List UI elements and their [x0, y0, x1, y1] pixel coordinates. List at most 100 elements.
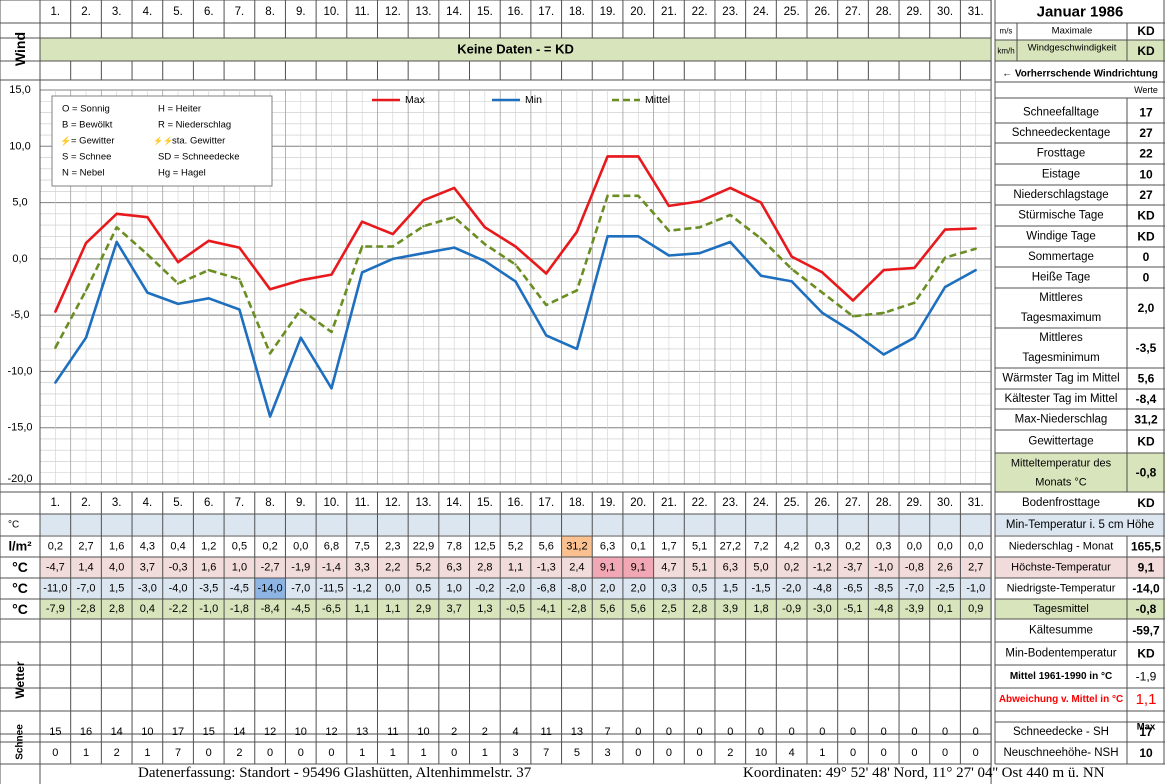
data-point-mittel [268, 352, 272, 355]
precip-cell: 12,5 [474, 541, 495, 553]
stat-label: Heiße Tage [1032, 272, 1091, 284]
new-snow-cell: 1 [83, 747, 89, 759]
stat-label: Max-Niederschlag [1015, 414, 1108, 426]
mean-temp-cell: 2,5 [661, 603, 676, 615]
data-point-max [483, 226, 487, 229]
new-snow-cell: 0 [881, 747, 887, 759]
data-point-mittel [330, 330, 333, 334]
precip-cell: 0,0 [907, 541, 922, 553]
data-point-mittel [54, 346, 57, 349]
new-snow-cell: 0 [635, 747, 641, 759]
new-snow-cell: 0 [52, 747, 58, 759]
mean-temp-cell: 1,8 [753, 603, 768, 615]
min-temp-cell: -2,0 [506, 583, 525, 595]
stat-label: Schneefalltage [1023, 107, 1099, 119]
table-stat-label: Tagesmittel [1033, 603, 1089, 615]
mean-temp-cell: 3,9 [723, 603, 738, 615]
stat-value: 27 [1139, 126, 1153, 140]
data-point-mittel [790, 267, 793, 271]
precip-cell: 31,2 [566, 541, 587, 553]
wetter-stat-label: Abweichung v. Mittel in °C [999, 694, 1123, 705]
day-header-top: 26. [814, 6, 830, 18]
day-header-top: 31. [968, 6, 984, 18]
min-temp-cell: -1,0 [966, 583, 985, 595]
day-header-top: 25. [784, 6, 800, 18]
wind-banner [40, 38, 992, 61]
data-point-mittel [514, 263, 517, 266]
min-temp-cell: -1,2 [353, 583, 372, 595]
stat-label: Mitteltemperatur des [1011, 458, 1112, 470]
data-point-min [821, 311, 824, 315]
data-point-min [698, 252, 701, 255]
stat-max-bg [995, 557, 1165, 578]
min-temp-cell: 1,5 [109, 583, 124, 595]
data-point-max [84, 241, 88, 245]
snow-depth-cell: 13 [356, 726, 368, 738]
footer: Datenerfassung: Standort - 95496 Glashüt… [0, 764, 1165, 784]
snow-depth-cell: 0 [850, 726, 856, 738]
max-temp-cell: 1,6 [201, 562, 216, 574]
snow-depth-cell: 17 [172, 726, 184, 738]
precip-cell: 7,5 [354, 541, 369, 553]
max-temp-cell: 2,6 [937, 562, 952, 574]
wetter-stat-value: -59,7 [1132, 624, 1160, 638]
werte-label: Werte [1134, 85, 1158, 95]
data-point-mittel [299, 308, 302, 311]
precip-cell: 27,2 [720, 541, 741, 553]
data-point-max [913, 266, 916, 270]
unit-label-precip: l/m² [8, 539, 32, 554]
new-snow-cell: 1 [390, 747, 396, 759]
day-header-bottom: 17. [538, 497, 554, 509]
max-temp-cell: 4,7 [661, 562, 676, 574]
new-snow-cell: 0 [666, 747, 672, 759]
max-highlight-cell [592, 557, 623, 578]
unit-kmh: km/h [997, 47, 1014, 56]
min-temp-cell: -7,0 [905, 583, 924, 595]
day-header-top: 17. [538, 6, 554, 18]
max-temp-cell: -0,3 [169, 562, 188, 574]
unit-label: °C [12, 601, 28, 617]
mean-temp-cell: -3,9 [905, 603, 924, 615]
new-snow-cell: 0 [697, 747, 703, 759]
day-header-bottom: 19. [600, 497, 616, 509]
day-header-bottom: 16. [508, 497, 524, 509]
snow-depth-cell: 11 [387, 726, 398, 738]
stat-label: Stürmische Tage [1018, 210, 1103, 222]
table-stat-label: Min-Temperatur i. 5 cm Höhe [1006, 519, 1154, 531]
snow-depth-cell: 0 [789, 726, 795, 738]
weather-key-right: R = Niederschlag [158, 120, 231, 131]
mean-temp-cell: 2,9 [416, 603, 431, 615]
unit-ms: m/s [1000, 27, 1013, 36]
data-point-mittel [422, 225, 425, 228]
data-point-min [422, 252, 425, 255]
precip-cell: 2,3 [385, 541, 400, 553]
weather-key-left: S = Schnee [62, 152, 111, 163]
data-point-max [943, 228, 947, 231]
day-header-top: 7. [235, 6, 245, 18]
snow-depth-cell: 12 [325, 726, 337, 738]
max-temp-cell: 6,3 [447, 562, 462, 574]
mean-temp-cell: 0,9 [968, 603, 983, 615]
new-snow-cell: 10 [755, 747, 767, 759]
stat-value: 10 [1139, 168, 1153, 182]
day-header-top: 19. [600, 6, 616, 18]
data-point-min [360, 271, 364, 274]
snow-depth-cell: 7 [605, 726, 611, 738]
stat-value: 31,2 [1134, 413, 1158, 427]
day-header-bottom: 21. [661, 497, 677, 509]
data-point-min [851, 330, 855, 334]
min-temp-cell: -4,5 [230, 583, 249, 595]
snow-depth-cell: 11 [541, 726, 552, 738]
data-point-mittel [729, 213, 732, 217]
data-point-min [882, 353, 885, 356]
data-point-mittel [391, 245, 395, 248]
max-highlight-cell [622, 557, 654, 578]
new-snow-cell: 7 [175, 747, 181, 759]
wetter-label: Wetter [13, 661, 27, 698]
day-header-bottom: 14. [446, 497, 462, 509]
day-header-top: 5. [173, 6, 183, 18]
new-snow-cell: 0 [267, 747, 273, 759]
legend-label-mittel: Mittel [645, 94, 670, 106]
precip-cell: 0,2 [845, 541, 860, 553]
table-stat-label: Niedrigste-Temperatur [1007, 583, 1116, 595]
